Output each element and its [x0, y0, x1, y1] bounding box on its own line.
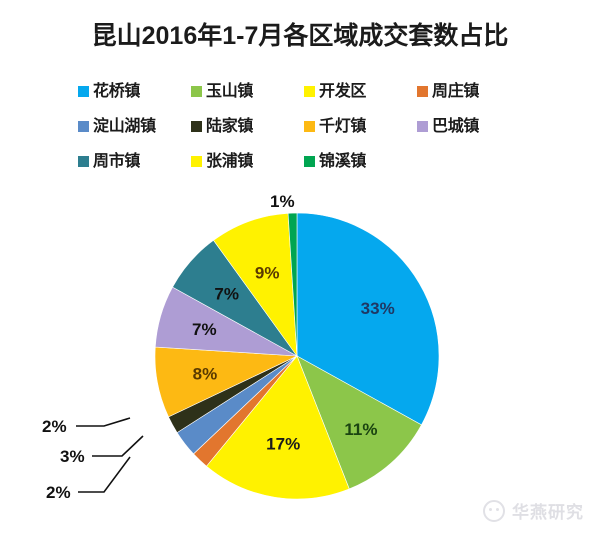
legend-item[interactable]: 淀山湖镇 [78, 109, 191, 144]
watermark: 华燕研究 [483, 498, 584, 523]
legend-swatch-icon [417, 121, 428, 132]
pie-slice-label: 8% [193, 365, 218, 384]
legend-item-label: 千灯镇 [319, 117, 367, 135]
chart-legend: 花桥镇 玉山镇 开发区 周庄镇淀山湖镇 陆家镇 千灯镇 巴城镇周市镇 张浦镇 锦溪镇 [78, 74, 530, 179]
legend-item-label: 开发区 [319, 82, 367, 100]
legend-item-label: 周市镇 [93, 152, 141, 170]
legend-item-label: 锦溪镇 [319, 152, 367, 170]
pie-slice-label: 7% [214, 285, 239, 304]
pie-slice-label: 2% [42, 417, 67, 436]
pie-slice-label: 9% [255, 264, 280, 283]
legend-item-label: 花桥镇 [93, 82, 141, 100]
legend-item-label: 玉山镇 [206, 82, 254, 100]
pie-label-group: 33% 11% 17% 2% 3% 2% 8% 7% 7% 9% 1% [42, 192, 395, 502]
watermark-logo-icon [483, 499, 505, 522]
legend-swatch-icon [304, 156, 315, 167]
pie-slice-label: 11% [344, 420, 377, 439]
pie-leader-line [92, 435, 144, 457]
pie-leader-line-group [76, 417, 144, 493]
legend-swatch-icon [191, 156, 202, 167]
pie-slice-label: 17% [266, 435, 300, 454]
legend-item-label: 淀山湖镇 [93, 117, 156, 135]
legend-swatch-icon [191, 121, 202, 132]
legend-item[interactable]: 千灯镇 [304, 109, 417, 144]
pie-slice-group [154, 212, 440, 500]
legend-item-label: 周庄镇 [432, 82, 480, 100]
pie-slice-label: 7% [192, 320, 217, 339]
pie-chart-plot-area: 33% 11% 17% 2% 3% 2% 8% 7% 7% 9% 1% [0, 185, 600, 535]
pie-svg: 33% 11% 17% 2% 3% 2% 8% 7% 7% 9% 1% [42, 192, 440, 502]
pie-slice[interactable] [287, 212, 298, 357]
pie-slice-label: 1% [270, 192, 295, 211]
pie-slice-label: 2% [46, 483, 71, 502]
legend-item-label: 巴城镇 [432, 117, 480, 135]
pie-slice[interactable] [296, 355, 422, 490]
pie-slice[interactable] [206, 355, 350, 500]
legend-swatch-icon [78, 86, 89, 97]
legend-item-label: 张浦镇 [206, 152, 254, 170]
pie-slice[interactable] [213, 212, 298, 358]
pie-slice-label: 3% [60, 447, 85, 466]
legend-swatch-icon [78, 121, 89, 132]
watermark-label: 华燕研究 [512, 503, 584, 522]
legend-item[interactable]: 花桥镇 [78, 74, 191, 109]
legend-item[interactable]: 锦溪镇 [304, 144, 417, 179]
legend-item[interactable]: 开发区 [304, 74, 417, 109]
pie-slice[interactable] [296, 212, 440, 426]
pie-leader-line [78, 456, 131, 493]
legend-swatch-icon [304, 86, 315, 97]
legend-swatch-icon [417, 86, 428, 97]
legend-item[interactable]: 玉山镇 [191, 74, 304, 109]
legend-item[interactable]: 周市镇 [78, 144, 191, 179]
page-title: 昆山2016年1-7月各区域成交套数占比 [91, 22, 509, 50]
legend-swatch-icon [191, 86, 202, 97]
legend-item[interactable]: 周庄镇 [417, 74, 530, 109]
pie-slice-label: 33% [361, 299, 395, 318]
legend-item[interactable]: 巴城镇 [417, 109, 530, 144]
legend-item[interactable]: 陆家镇 [191, 109, 304, 144]
legend-item[interactable]: 张浦镇 [191, 144, 304, 179]
pie-leader-line [76, 417, 131, 427]
legend-item-label: 陆家镇 [206, 117, 254, 135]
legend-swatch-icon [78, 156, 89, 167]
legend-swatch-icon [304, 121, 315, 132]
